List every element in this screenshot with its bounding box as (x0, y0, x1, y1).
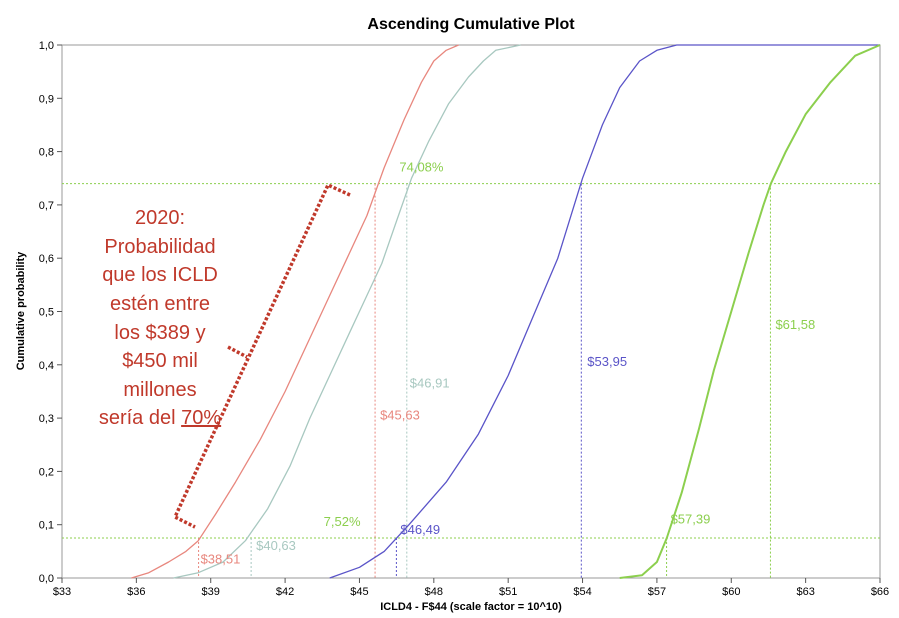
y-tick-label: 0,1 (39, 520, 54, 532)
y-tick-label: 0,2 (39, 466, 54, 478)
x-tick-label: $33 (53, 586, 71, 598)
annotation-line: que los ICLD (102, 264, 218, 286)
series-line (619, 44, 881, 579)
x-tick-label: $45 (350, 586, 368, 598)
x-tick-label: $36 (127, 586, 145, 598)
x-axis-label: ICLD4 - F$44 (scale factor = 10^10) (380, 601, 562, 613)
x-tick-label: $54 (573, 586, 591, 598)
y-tick-label: 0,9 (39, 93, 54, 105)
x-tick-label: $39 (202, 586, 220, 598)
y-axis-label: Cumulative probability (15, 251, 27, 370)
marker-value-label: $40,63 (256, 538, 296, 553)
y-tick-label: 0,3 (39, 413, 54, 425)
annotation-line: 2020: (135, 207, 185, 229)
series-line (173, 44, 521, 579)
y-tick-label: 1,0 (39, 40, 54, 52)
y-tick-label: 0,8 (39, 147, 54, 159)
x-tick-label: $42 (276, 586, 294, 598)
marker-value-label: $46,91 (410, 375, 450, 390)
y-tick-label: 0,7 (39, 200, 54, 212)
x-tick-label: $66 (871, 586, 889, 598)
annotation-line: los $389 y (114, 322, 205, 344)
annotation-last-line: sería del 70% (99, 407, 222, 429)
x-tick-label: $63 (796, 586, 814, 598)
marker-value-label: $53,95 (587, 354, 627, 369)
annotation-last-prefix: sería del (99, 407, 181, 429)
y-tick-label: 0,5 (39, 307, 54, 319)
x-tick-label: $57 (648, 586, 666, 598)
marker-value-label: $38,51 (201, 551, 241, 566)
marker-value-label: $61,58 (775, 317, 815, 332)
annotation-text: 2020: Probabilidad que los ICLD estén en… (99, 207, 222, 429)
threshold-label: 7,52% (324, 514, 361, 529)
threshold-label: 74,08% (399, 160, 444, 175)
annotation-highlight: 70% (181, 407, 221, 429)
y-tick-label: 0,4 (39, 360, 54, 372)
marker-value-label: $46,49 (400, 522, 440, 537)
plot-frame (61, 44, 881, 579)
x-tick-label: $51 (499, 586, 517, 598)
series-line (329, 44, 880, 579)
chart-title: Ascending Cumulative Plot (367, 16, 575, 33)
marker-value-label: $45,63 (380, 407, 420, 422)
x-axis-ticks: $33 $36 $39 $42 $45 $48 $51 $54 $57 $60 $63 $66 (53, 578, 889, 598)
marker-labels: $38,51 $45,63 $40,63 $46,91 $46,49 $53,95 $57,… (201, 160, 816, 567)
series-curves (131, 44, 881, 579)
annotation-line: estén entre (110, 293, 210, 315)
annotation-line: $450 mil (122, 350, 198, 372)
annotation-bracket (172, 182, 351, 529)
y-tick-label: 0,0 (39, 573, 54, 585)
x-tick-label: $60 (722, 586, 740, 598)
marker-value-label: $57,39 (671, 511, 711, 526)
y-tick-label: 0,6 (39, 253, 54, 265)
x-tick-label: $48 (425, 586, 443, 598)
y-axis-ticks: 0,0 0,1 0,2 0,3 0,4 0,5 0,6 0,7 0,8 0,9 1,0 (39, 40, 62, 585)
annotation-line: Probabilidad (104, 236, 215, 258)
annotation-line: millones (123, 379, 196, 401)
marker-lines (198, 183, 771, 578)
series-line (131, 44, 459, 579)
